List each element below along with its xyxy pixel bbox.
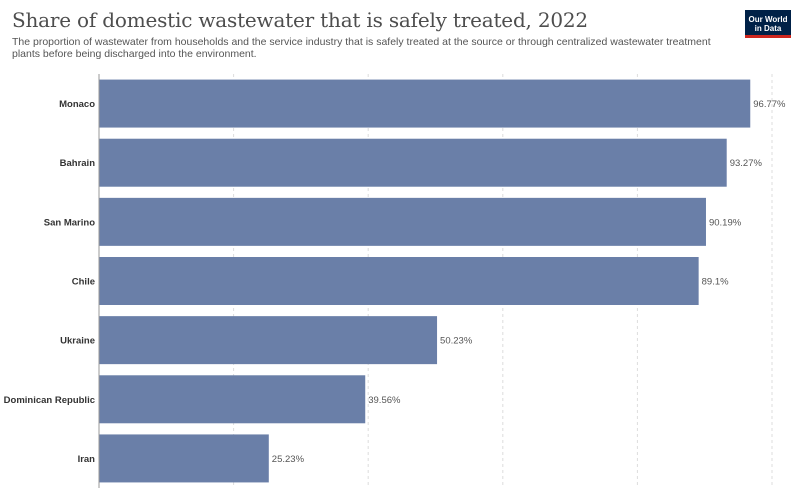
- category-label: Iran: [78, 454, 96, 465]
- chart-title: Share of domestic wastewater that is saf…: [12, 8, 588, 32]
- bar[interactable]: [99, 138, 727, 187]
- category-label: San Marino: [44, 217, 95, 228]
- logo-line-1: Our World: [748, 15, 788, 24]
- value-label: 89.1%: [702, 277, 729, 288]
- owid-logo[interactable]: Our World in Data: [745, 10, 791, 38]
- logo-line-2: in Data: [754, 24, 782, 33]
- category-label: Bahrain: [60, 158, 96, 169]
- value-label: 90.19%: [709, 217, 742, 228]
- category-label: Chile: [72, 277, 95, 288]
- value-label: 93.27%: [730, 158, 763, 169]
- chart-subtitle: The proportion of wastewater from househ…: [12, 36, 711, 60]
- bar[interactable]: [99, 316, 438, 365]
- category-label: Dominican Republic: [4, 395, 95, 406]
- bar[interactable]: [99, 257, 699, 305]
- bar[interactable]: [99, 79, 751, 128]
- category-labels: Monaco Bahrain San Marino Chile Ukraine Domin…: [4, 99, 96, 465]
- value-label: 25.23%: [272, 454, 305, 465]
- value-label: 96.77%: [753, 99, 786, 110]
- category-label: Ukraine: [60, 336, 95, 347]
- value-label: 39.56%: [368, 395, 401, 406]
- bars: [99, 79, 751, 483]
- value-label: 50.23%: [440, 336, 473, 347]
- bar[interactable]: [99, 375, 366, 424]
- bar[interactable]: [99, 434, 269, 483]
- value-labels: 96.77% 93.27% 90.19% 89.1% 50.23% 39.56% 25.23…: [272, 99, 786, 465]
- category-label: Monaco: [59, 99, 95, 110]
- bar[interactable]: [99, 197, 706, 246]
